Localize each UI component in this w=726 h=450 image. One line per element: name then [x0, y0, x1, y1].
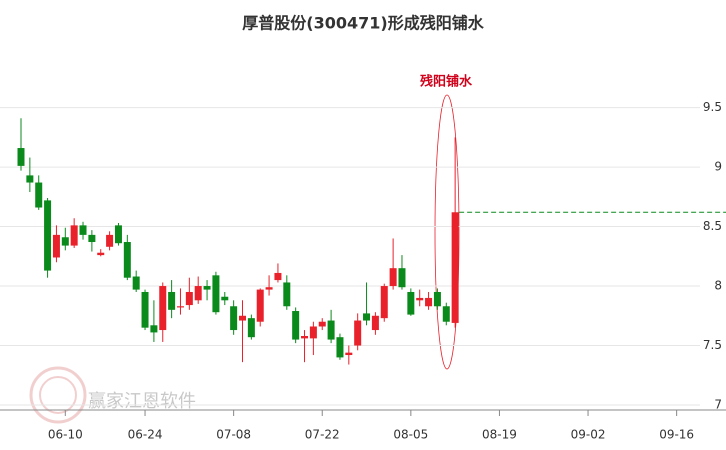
x-tick-label: 06-24	[128, 428, 163, 442]
x-tick-label: 09-16	[659, 428, 694, 442]
candle-body	[52, 234, 60, 258]
candle-body	[212, 275, 220, 313]
candle-body	[159, 286, 167, 331]
x-tick-label: 08-05	[393, 428, 428, 442]
candle-body	[114, 225, 122, 244]
candle-body	[239, 315, 246, 321]
candle-body	[44, 200, 52, 271]
chart-title: 厚普股份(300471)形成残阳铺水	[242, 14, 484, 33]
candle-body	[327, 320, 335, 340]
y-tick-label: 8.5	[703, 219, 722, 233]
candle-body	[433, 291, 441, 307]
candle-body	[451, 212, 459, 323]
y-tick-label: 7.5	[703, 338, 722, 352]
x-tick-label: 07-08	[216, 428, 251, 442]
candle-body	[70, 225, 78, 246]
y-tick-label: 9	[714, 160, 722, 174]
candle-body	[168, 291, 176, 310]
candle-body	[398, 268, 406, 288]
candle-body	[345, 352, 353, 356]
candle-body	[309, 326, 317, 339]
candle-body	[416, 297, 424, 301]
candle-body	[123, 242, 131, 278]
x-tick-label: 07-22	[305, 428, 340, 442]
candle-body	[265, 287, 273, 290]
candle-body	[61, 237, 69, 246]
candle-body	[150, 325, 158, 333]
candle-body	[371, 315, 379, 331]
candle-body	[35, 182, 43, 208]
candle-body	[354, 320, 362, 346]
candle-body	[194, 286, 202, 301]
x-tick-label: 06-10	[48, 428, 83, 442]
candle-body	[283, 282, 291, 307]
candle-body	[380, 286, 388, 319]
candle-body	[221, 296, 229, 301]
watermark: 赢家江恩软件	[88, 390, 196, 412]
candle-body	[203, 286, 211, 290]
candle-body	[97, 252, 105, 256]
candle-body	[363, 313, 371, 321]
annotation: 残阳铺水	[420, 74, 473, 90]
x-tick-label: 09-02	[571, 428, 606, 442]
candle-body	[425, 297, 433, 307]
y-tick-label: 9.5	[703, 100, 722, 114]
candle-body	[274, 272, 282, 281]
candle-body	[176, 306, 184, 308]
candle-body	[185, 291, 193, 306]
watermark-logo	[29, 366, 87, 424]
candle-body	[407, 291, 415, 315]
candle-body	[389, 268, 397, 287]
candle-body	[230, 306, 238, 331]
candle-body	[79, 225, 87, 235]
y-tick-label: 8	[714, 279, 722, 293]
candle-body	[132, 276, 140, 290]
highlight-ellipse	[434, 94, 460, 370]
candle-body	[336, 337, 344, 358]
candle-body	[26, 175, 34, 183]
x-tick-label: 08-19	[482, 428, 517, 442]
candle-body	[292, 311, 300, 340]
candle-body	[17, 148, 25, 166]
candle-body	[106, 234, 114, 247]
candle-body	[141, 291, 149, 328]
candle-body	[318, 321, 326, 327]
y-tick-label: 7	[714, 398, 722, 412]
candle-body	[88, 234, 96, 243]
candle-body	[442, 306, 450, 322]
candle-body	[247, 318, 255, 338]
candle-body	[256, 289, 264, 322]
candle-body	[301, 336, 309, 339]
